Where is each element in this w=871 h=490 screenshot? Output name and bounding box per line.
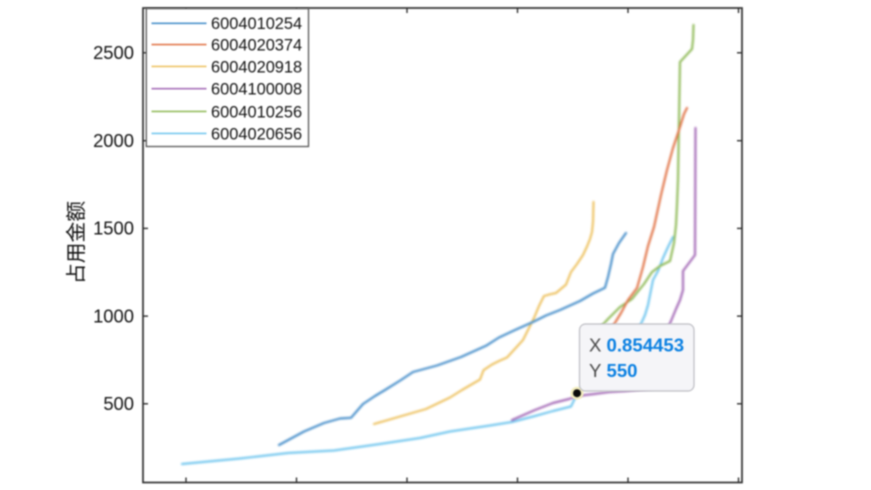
svg-text:500: 500 <box>103 393 134 414</box>
svg-text:2000: 2000 <box>93 130 134 151</box>
svg-text:6004020918: 6004020918 <box>211 58 302 76</box>
svg-text:6004010256: 6004010256 <box>211 103 302 121</box>
svg-text:550: 550 <box>607 360 638 381</box>
svg-text:1500: 1500 <box>93 218 134 239</box>
svg-text:6004100008: 6004100008 <box>211 81 302 99</box>
svg-text:X: X <box>589 335 602 356</box>
svg-text:2500: 2500 <box>93 42 134 63</box>
svg-text:6004010254: 6004010254 <box>211 15 302 33</box>
svg-text:6004020374: 6004020374 <box>211 37 302 55</box>
svg-text:6004020656: 6004020656 <box>211 125 302 143</box>
svg-text:Y: Y <box>589 360 601 381</box>
svg-text:1000: 1000 <box>93 305 134 326</box>
svg-text:0.854453: 0.854453 <box>607 335 685 356</box>
